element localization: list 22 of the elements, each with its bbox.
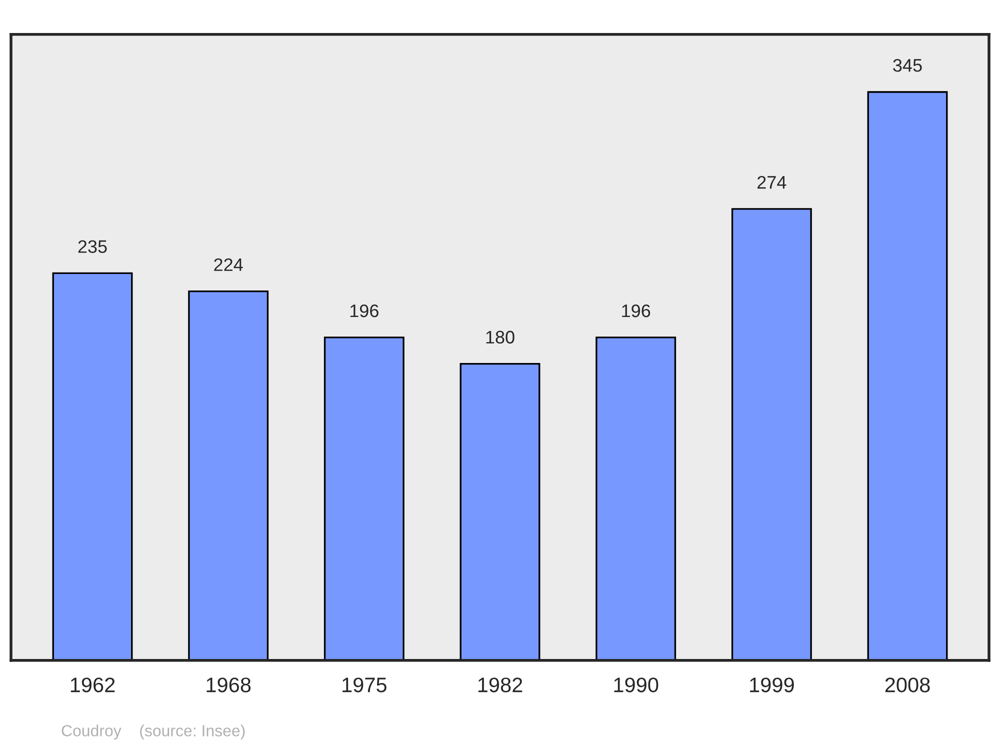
data-label: 345: [893, 59, 922, 72]
x-tick-label: 1999: [750, 678, 794, 692]
data-label: 180: [486, 330, 514, 344]
x-tick-label: 1982: [478, 678, 522, 692]
bar: [731, 208, 812, 660]
x-tick-label: 1975: [342, 678, 386, 692]
bar: [188, 290, 269, 660]
bar: [596, 336, 676, 660]
data-label: 196: [622, 304, 650, 318]
x-tick-label: 1990: [614, 678, 658, 692]
bar: [324, 336, 404, 660]
bar: [460, 362, 540, 660]
data-label: 196: [350, 304, 378, 318]
x-tick-label: 1968: [206, 678, 251, 692]
data-label: 274: [758, 176, 786, 189]
data-label: 235: [78, 240, 107, 253]
bar: [52, 272, 133, 660]
data-label: 224: [214, 258, 243, 271]
text: Coudroy (source: Insee): [62, 724, 245, 740]
x-tick-label: 1962: [70, 678, 115, 692]
x-tick-label: 2008: [885, 678, 930, 692]
bar: [867, 91, 948, 660]
